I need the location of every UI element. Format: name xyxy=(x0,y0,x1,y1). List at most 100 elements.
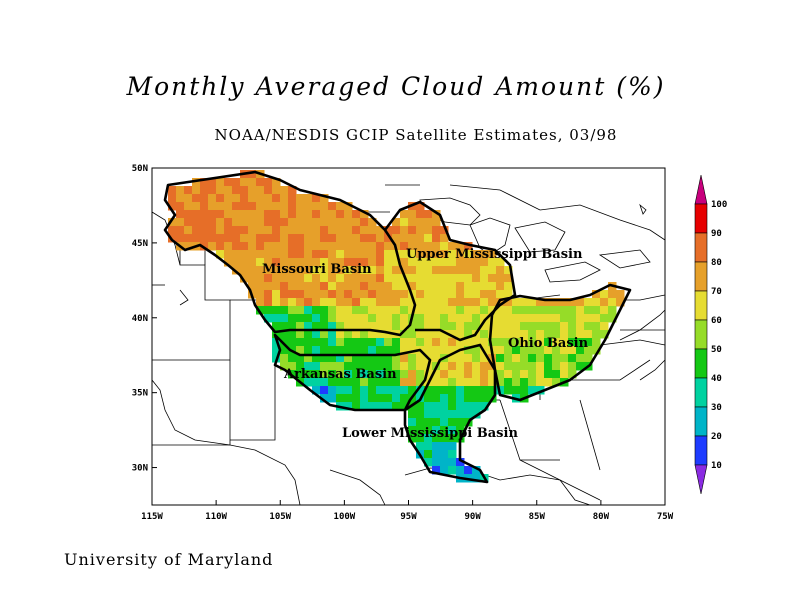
cloud-cell xyxy=(304,250,313,259)
cloud-cell xyxy=(288,314,297,323)
cloud-cell xyxy=(576,298,585,307)
cloud-cell xyxy=(336,266,345,275)
cloud-cell xyxy=(368,362,377,371)
cloud-cell xyxy=(432,370,441,379)
cloud-cell xyxy=(312,242,321,251)
cloud-cell xyxy=(536,306,545,315)
cloud-cell xyxy=(328,274,337,283)
cloud-cell xyxy=(544,338,553,347)
cloud-cell xyxy=(200,218,209,227)
cloud-cell xyxy=(328,298,337,307)
cloud-cell xyxy=(424,418,433,427)
cloud-cell xyxy=(576,362,585,371)
cloud-cell xyxy=(472,386,481,395)
cloud-cell xyxy=(360,298,369,307)
cloud-cell xyxy=(544,346,553,355)
cloud-cell xyxy=(416,418,425,427)
cloud-cell xyxy=(456,466,465,475)
cloud-cell xyxy=(440,314,449,323)
cloud-cell xyxy=(320,298,329,307)
cloud-cell xyxy=(264,290,273,299)
cloud-cell xyxy=(608,306,617,315)
y-tick-label: 30N xyxy=(132,464,148,474)
cloud-cell xyxy=(400,290,409,299)
cloud-cell xyxy=(456,370,465,379)
cloud-cell xyxy=(200,202,209,211)
cloud-cell xyxy=(224,218,233,227)
cloud-cell xyxy=(432,442,441,451)
cloud-cell xyxy=(480,394,489,403)
cloud-cell xyxy=(368,258,377,267)
cloud-cell xyxy=(432,242,441,251)
cloud-cell xyxy=(448,434,457,443)
cloud-cell xyxy=(296,226,305,235)
cloud-cell xyxy=(264,250,273,259)
cloud-cell xyxy=(376,282,385,291)
cloud-cell xyxy=(272,306,281,315)
cloud-cell xyxy=(472,298,481,307)
cloud-cell xyxy=(528,370,537,379)
cloud-cell xyxy=(568,314,577,323)
cloud-cell xyxy=(328,314,337,323)
cloud-cell xyxy=(176,210,185,219)
cloud-cell xyxy=(248,202,257,211)
cloud-cell xyxy=(408,242,417,251)
cloud-cell xyxy=(456,402,465,411)
cloud-cell xyxy=(296,314,305,323)
cloud-cell xyxy=(456,458,465,467)
cloud-cell xyxy=(536,386,545,395)
cloud-cell xyxy=(328,354,337,363)
cloud-cell xyxy=(384,306,393,315)
cloud-cell xyxy=(280,306,289,315)
cloud-cell xyxy=(336,338,345,347)
cloud-cell xyxy=(288,290,297,299)
cloud-cell xyxy=(384,258,393,267)
cloud-cell xyxy=(464,386,473,395)
cloud-cell xyxy=(456,298,465,307)
cloud-cell xyxy=(488,370,497,379)
cloud-cell xyxy=(528,346,537,355)
cloud-cell xyxy=(448,410,457,419)
cloud-cell xyxy=(368,346,377,355)
cloud-cell xyxy=(400,346,409,355)
cloud-cell xyxy=(312,354,321,363)
colorbar-label: 60 xyxy=(711,316,722,326)
cloud-cell xyxy=(376,394,385,403)
cloud-cell xyxy=(416,298,425,307)
cloud-cell xyxy=(200,186,209,195)
cloud-cell xyxy=(352,242,361,251)
cloud-cell xyxy=(376,242,385,251)
cloud-cell xyxy=(320,306,329,315)
cloud-cell xyxy=(400,210,409,219)
cloud-cell xyxy=(344,210,353,219)
cloud-cell xyxy=(336,258,345,267)
cloud-cell xyxy=(344,362,353,371)
cloud-cell xyxy=(432,458,441,467)
cloud-cell xyxy=(360,266,369,275)
cloud-cell xyxy=(400,242,409,251)
cloud-cell xyxy=(480,354,489,363)
cloud-cell xyxy=(296,194,305,203)
cloud-cell xyxy=(344,338,353,347)
cloud-cell xyxy=(272,346,281,355)
cloud-cell xyxy=(416,250,425,259)
cloud-cell xyxy=(424,410,433,419)
cloud-cell xyxy=(256,242,265,251)
colorbar: 10 20 30 40 50 60 70 80 90 100 xyxy=(694,174,727,495)
cloud-cell xyxy=(440,274,449,283)
cloud-cell xyxy=(464,274,473,283)
cloud-cell xyxy=(248,170,257,179)
cloud-cell xyxy=(512,378,521,387)
cloud-cell xyxy=(296,250,305,259)
cloud-cell xyxy=(312,370,321,379)
cloud-cell xyxy=(416,282,425,291)
cloud-cell xyxy=(368,250,377,259)
cloud-cell xyxy=(272,290,281,299)
cloud-cell xyxy=(208,210,217,219)
cloud-cell xyxy=(280,290,289,299)
cloud-cell xyxy=(464,466,473,475)
cloud-cell xyxy=(552,306,561,315)
x-tick-label: 115W xyxy=(141,512,163,522)
cloud-cell xyxy=(424,322,433,331)
